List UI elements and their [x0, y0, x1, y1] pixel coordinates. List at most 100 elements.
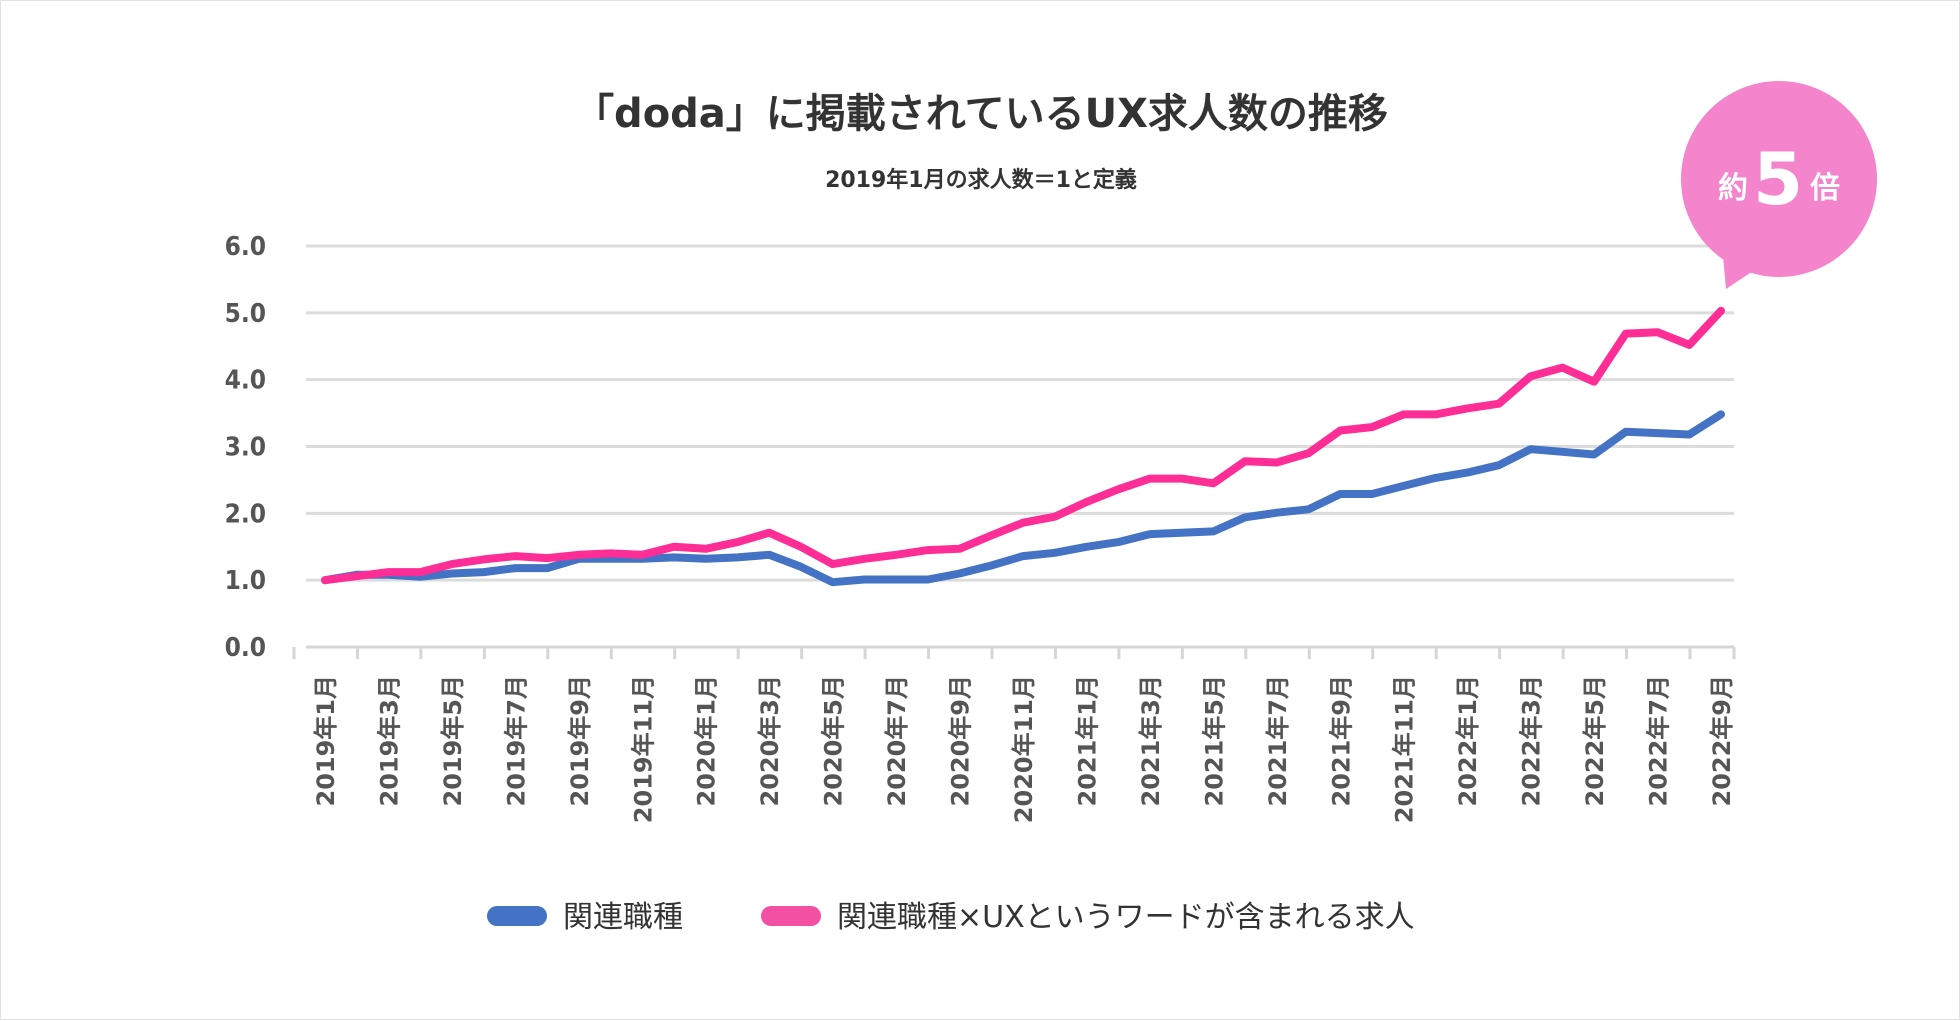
- badge-circle: [1681, 81, 1877, 277]
- y-tick-label: 4.0: [225, 366, 266, 396]
- data-point: [1371, 426, 1373, 428]
- data-point: [673, 556, 675, 558]
- data-point: [1117, 541, 1119, 543]
- data-point: [1276, 462, 1278, 464]
- data-point: [736, 541, 738, 543]
- x-tick-label: 2019年3月: [375, 675, 403, 807]
- data-point: [768, 554, 770, 556]
- data-point: [324, 579, 326, 581]
- x-tick-label: 2021年5月: [1200, 675, 1228, 807]
- data-point: [483, 571, 485, 573]
- data-point: [1403, 485, 1405, 487]
- annotation-badge: 約 5 倍: [1681, 81, 1877, 289]
- data-point: [705, 558, 707, 560]
- data-point: [1339, 493, 1341, 495]
- data-point: [768, 532, 770, 534]
- data-point: [1688, 433, 1690, 435]
- data-point: [514, 555, 516, 557]
- x-tick-label: 2019年5月: [439, 675, 467, 807]
- data-point: [832, 563, 834, 565]
- data-point: [578, 554, 580, 556]
- y-tick-label: 6.0: [225, 232, 266, 262]
- data-point: [483, 558, 485, 560]
- x-tick-label: 2021年7月: [1264, 675, 1292, 807]
- x-tick-label: 2020年7月: [883, 675, 911, 807]
- data-point: [959, 572, 961, 574]
- x-tick-label: 2021年1月: [1073, 675, 1101, 807]
- chart-title: 「doda」に掲載されているUX求人数の推移: [574, 91, 1388, 137]
- data-point: [1181, 478, 1183, 480]
- x-tick-label: 2019年1月: [312, 675, 340, 807]
- data-point: [1498, 464, 1500, 466]
- data-point: [1530, 448, 1532, 450]
- data-point: [610, 552, 612, 554]
- data-point: [1403, 413, 1405, 415]
- data-point: [863, 578, 865, 580]
- x-tick-label: 2019年11月: [629, 675, 657, 823]
- data-point: [990, 534, 992, 536]
- data-point: [1022, 555, 1024, 557]
- y-tick-label: 3.0: [225, 433, 266, 463]
- x-tick-label: 2021年9月: [1327, 675, 1355, 807]
- x-tick-label: 2020年5月: [820, 675, 848, 807]
- x-tick-label: 2021年3月: [1137, 675, 1165, 807]
- data-point: [356, 575, 358, 577]
- data-point: [1688, 344, 1690, 346]
- legend-label-1: 関連職種: [563, 900, 683, 935]
- data-point: [451, 572, 453, 574]
- badge-number: 5: [1753, 137, 1803, 221]
- data-point: [641, 554, 643, 556]
- data-point: [673, 546, 675, 548]
- data-point: [832, 581, 834, 583]
- data-point: [1085, 501, 1087, 503]
- badge-pointer: [1723, 256, 1756, 289]
- legend-swatch-pink: [761, 906, 821, 926]
- legend-swatch-blue: [487, 906, 547, 926]
- data-point: [990, 564, 992, 566]
- data-point: [1212, 530, 1214, 532]
- data-point: [1561, 451, 1563, 453]
- data-point: [927, 578, 929, 580]
- x-tick-label: 2022年1月: [1454, 675, 1482, 807]
- badge-prefix: 約: [1718, 171, 1748, 206]
- legend: 関連職種 関連職種×UXというワードが含まれる求人: [487, 900, 1415, 935]
- x-tick-label: 2022年7月: [1645, 675, 1673, 807]
- data-point: [1054, 552, 1056, 554]
- data-point: [1466, 472, 1468, 474]
- data-point: [1181, 532, 1183, 534]
- data-point: [419, 571, 421, 573]
- data-point: [1308, 452, 1310, 454]
- y-tick-label: 0.0: [225, 633, 266, 663]
- x-tick-label: 2020年11月: [1010, 675, 1038, 823]
- legend-label-2: 関連職種×UXというワードが含まれる求人: [837, 900, 1415, 935]
- x-tick-label: 2022年5月: [1581, 675, 1609, 807]
- data-point: [419, 576, 421, 578]
- data-point: [546, 567, 548, 569]
- data-point: [1498, 403, 1500, 405]
- data-point: [800, 546, 802, 548]
- data-point: [451, 563, 453, 565]
- x-tick-label: 2022年3月: [1518, 675, 1546, 807]
- data-point: [1022, 522, 1024, 524]
- data-point: [1593, 381, 1595, 383]
- data-point: [959, 548, 961, 550]
- x-tick-label: 2019年9月: [566, 675, 594, 807]
- data-point: [1657, 432, 1659, 434]
- data-point: [1149, 533, 1151, 535]
- data-point: [895, 554, 897, 556]
- data-point: [387, 571, 389, 573]
- data-point: [1434, 477, 1436, 479]
- x-tick-label: 2021年11月: [1391, 675, 1419, 823]
- data-point: [1308, 508, 1310, 510]
- x-tick-label: 2022年9月: [1708, 675, 1736, 807]
- data-point: [1054, 516, 1056, 518]
- data-point: [546, 557, 548, 559]
- data-point: [863, 558, 865, 560]
- badge-suffix: 倍: [1810, 171, 1840, 206]
- data-point: [1466, 407, 1468, 409]
- data-point: [1276, 512, 1278, 514]
- x-tick-label: 2020年9月: [947, 675, 975, 807]
- data-point: [927, 549, 929, 551]
